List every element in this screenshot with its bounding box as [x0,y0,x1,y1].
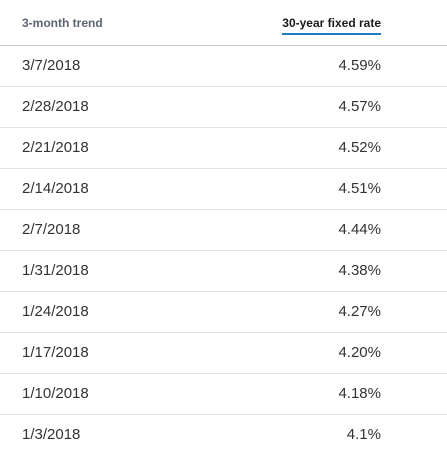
row-date: 2/28/2018 [22,98,89,115]
row-rate: 4.38% [338,262,381,279]
row-date: 2/14/2018 [22,180,89,197]
table-row: 1/24/2018 4.27% [0,291,447,332]
row-rate: 4.1% [346,426,381,444]
row-rate: 4.44% [338,221,381,238]
row-rate: 4.59% [338,57,381,74]
row-rate: 4.27% [338,303,381,320]
table-body: 3/7/2018 4.59% 2/28/2018 4.57% 2/21/2018… [0,45,447,455]
table-row: 1/31/2018 4.38% [0,250,447,291]
table-row: 2/7/2018 4.44% [0,209,447,250]
row-date: 1/3/2018 [22,426,81,444]
row-rate: 4.18% [338,385,381,402]
table-header-row: 3-month trend 30-year fixed rate [0,0,447,45]
row-date: 1/17/2018 [22,344,89,361]
row-date: 1/31/2018 [22,262,89,279]
row-date: 1/10/2018 [22,385,89,402]
row-date: 2/7/2018 [22,221,81,238]
row-date: 3/7/2018 [22,57,81,74]
table-row: 2/28/2018 4.57% [0,86,447,127]
row-rate: 4.52% [338,139,381,156]
table-row: 1/17/2018 4.20% [0,332,447,373]
header-rate-label[interactable]: 30-year fixed rate [282,16,381,35]
header-3-month-trend: 3-month trend [0,0,172,45]
table-row: 1/10/2018 4.18% [0,373,447,414]
row-date: 2/21/2018 [22,139,89,156]
table-row: 3/7/2018 4.59% [0,45,447,86]
table-row: 1/3/2018 4.1% [0,414,447,455]
row-rate: 4.20% [338,344,381,361]
row-date: 1/24/2018 [22,303,89,320]
table-header: 3-month trend 30-year fixed rate [0,0,447,45]
row-rate: 4.57% [338,98,381,115]
header-date-label: 3-month trend [22,16,103,30]
table-row: 2/14/2018 4.51% [0,168,447,209]
row-rate: 4.51% [338,180,381,197]
table-row: 2/21/2018 4.52% [0,127,447,168]
header-30-year-fixed-rate[interactable]: 30-year fixed rate [172,0,447,45]
